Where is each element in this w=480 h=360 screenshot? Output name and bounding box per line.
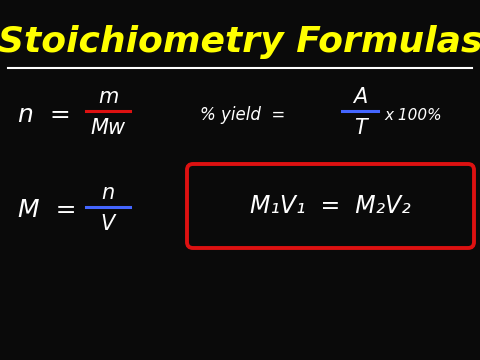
Text: x 100%: x 100% <box>384 108 442 122</box>
Text: n  =: n = <box>18 103 71 127</box>
Text: n: n <box>101 183 115 203</box>
Text: Stoichiometry Formulas: Stoichiometry Formulas <box>0 25 480 59</box>
Text: A: A <box>353 87 367 107</box>
Text: Mw: Mw <box>90 118 126 138</box>
Text: V: V <box>101 214 115 234</box>
Text: M₁V₁  =  M₂V₂: M₁V₁ = M₂V₂ <box>250 194 411 218</box>
FancyBboxPatch shape <box>187 164 474 248</box>
Text: m: m <box>98 87 118 107</box>
Text: M  =: M = <box>18 198 77 222</box>
Text: T: T <box>354 118 366 138</box>
Text: % yield  =: % yield = <box>200 106 285 124</box>
